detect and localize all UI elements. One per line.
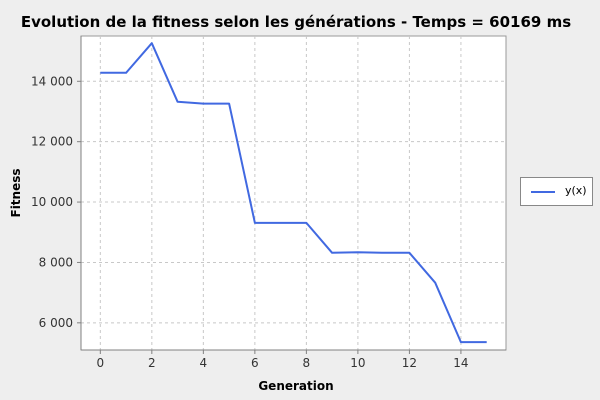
- data-point: [408, 251, 411, 254]
- legend-swatch-y-x: [531, 191, 555, 193]
- data-point: [382, 251, 385, 254]
- data-point: [150, 42, 153, 45]
- data-point: [202, 102, 205, 105]
- data-point: [176, 100, 179, 103]
- data-point: [485, 341, 488, 344]
- chart-title: Evolution de la fitness selon les généra…: [20, 13, 572, 31]
- grid-lines: [81, 36, 506, 350]
- data-point: [125, 71, 128, 74]
- data-point: [459, 341, 462, 344]
- y-axis-title: Fitness: [9, 168, 23, 217]
- x-tick-label: 6: [251, 356, 259, 370]
- legend: y(x): [520, 177, 593, 206]
- ticks: 0 2 4 6 8 10 12 14 6 000 8 000 10 000 12 000 14 000: [31, 74, 469, 370]
- y-tick-label: 14 000: [31, 74, 73, 88]
- series-line-y-x: [100, 42, 487, 344]
- data-point: [305, 221, 308, 224]
- data-point: [434, 281, 437, 284]
- data-point: [99, 71, 102, 74]
- y-tick-label: 12 000: [31, 135, 73, 149]
- x-axis-title: Generation: [258, 379, 333, 393]
- y-tick-label: 8 000: [39, 255, 73, 269]
- data-point: [356, 251, 359, 254]
- x-tick-label: 4: [200, 356, 208, 370]
- x-tick-label: 10: [350, 356, 365, 370]
- x-tick-label: 2: [148, 356, 156, 370]
- x-tick-label: 12: [402, 356, 417, 370]
- legend-label-y-x: y(x): [565, 184, 587, 197]
- data-point: [228, 102, 231, 105]
- x-tick-label: 0: [96, 356, 104, 370]
- x-tick-label: 14: [453, 356, 468, 370]
- data-point: [279, 221, 282, 224]
- y-tick-label: 10 000: [31, 195, 73, 209]
- x-tick-label: 8: [303, 356, 311, 370]
- data-point: [331, 251, 334, 254]
- y-tick-label: 6 000: [39, 316, 73, 330]
- plot-area: [80, 35, 507, 351]
- series-layer: [99, 42, 488, 344]
- data-point: [253, 221, 256, 224]
